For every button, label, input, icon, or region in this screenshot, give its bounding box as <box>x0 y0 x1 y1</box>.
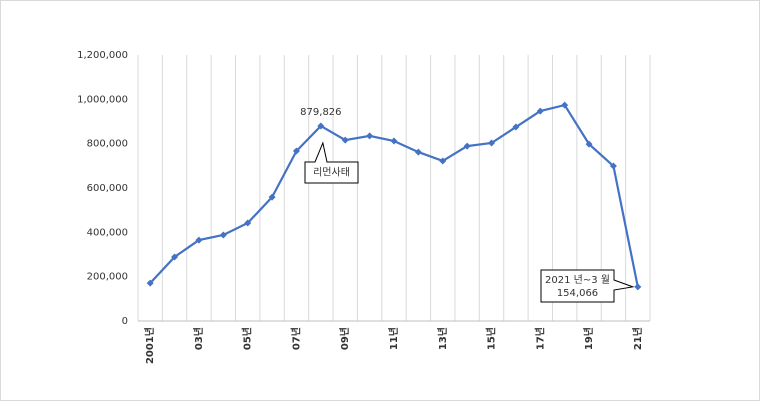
annotation: 2021 년~3 월 <box>545 274 610 286</box>
x-tick-label: 2001년 <box>143 327 156 364</box>
marker <box>244 219 252 227</box>
marker <box>268 193 276 201</box>
marker <box>171 253 179 261</box>
marker <box>463 142 471 150</box>
x-tick-label: 07년 <box>289 327 302 350</box>
x-tick-label: 19년 <box>582 327 595 350</box>
callout-box <box>304 141 359 184</box>
x-tick-label: 15년 <box>485 327 498 350</box>
marker <box>634 283 642 291</box>
x-tick-label: 09년 <box>338 327 351 350</box>
marker <box>561 101 569 109</box>
y-tick-label: 1,200,000 <box>77 50 128 61</box>
x-tick-label: 11년 <box>387 327 400 350</box>
annotation: 리먼사태 <box>313 167 350 179</box>
y-tick-label: 600,000 <box>87 183 128 194</box>
marker <box>439 157 447 165</box>
y-tick-label: 400,000 <box>87 227 128 238</box>
x-tick-label: 21년 <box>631 327 644 350</box>
marker <box>219 231 227 239</box>
marker <box>366 132 374 140</box>
y-tick-label: 800,000 <box>87 139 128 150</box>
callout-box <box>540 269 635 303</box>
marker <box>146 279 154 287</box>
y-tick-label: 1,000,000 <box>77 94 128 105</box>
marker <box>585 140 593 148</box>
marker <box>414 148 422 156</box>
marker <box>390 137 398 145</box>
marker <box>292 147 300 155</box>
marker <box>512 123 520 131</box>
marker <box>195 236 203 244</box>
marker <box>341 136 349 144</box>
value-label: 879,826 <box>300 107 341 118</box>
x-tick-label: 03년 <box>192 327 205 350</box>
value-label: 154,066 <box>557 288 598 299</box>
y-tick-label: 0 <box>122 316 128 327</box>
x-tick-label: 17년 <box>533 327 546 350</box>
y-tick-label: 200,000 <box>87 272 128 283</box>
marker <box>609 162 617 170</box>
x-tick-label: 13년 <box>436 327 449 350</box>
marker <box>488 139 496 147</box>
x-tick-label: 05년 <box>241 327 254 350</box>
marker <box>317 122 325 130</box>
marker <box>536 107 544 115</box>
